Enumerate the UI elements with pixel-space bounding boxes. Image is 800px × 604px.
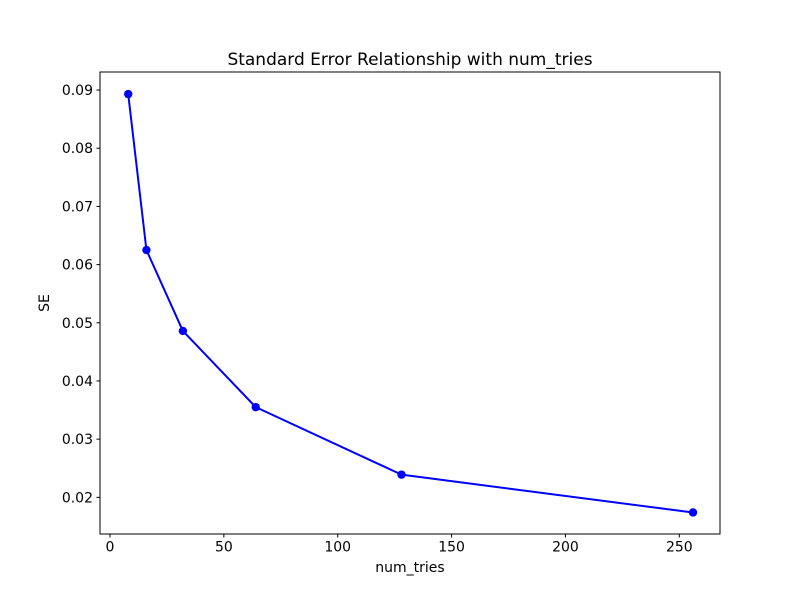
data-point-2 xyxy=(178,326,188,336)
se-line-series xyxy=(124,89,698,517)
y-axis-ticks: 0.02 0.03 0.04 0.05 0.06 0.07 0.08 0.09 xyxy=(62,83,100,506)
x-tick-label: 150 xyxy=(438,540,465,556)
x-axis-ticks: 0 50 100 150 200 250 xyxy=(106,534,693,556)
x-tick-label: 100 xyxy=(324,540,351,556)
x-axis-label: num_tries xyxy=(375,560,444,576)
y-tick-label: 0.07 xyxy=(62,199,93,215)
chart-title: Standard Error Relationship with num_tri… xyxy=(227,50,592,70)
y-tick-label: 0.03 xyxy=(62,432,93,448)
x-tick-label: 250 xyxy=(666,540,693,556)
data-point-4 xyxy=(397,470,406,479)
y-axis-label: SE xyxy=(37,294,53,312)
y-tick-label: 0.02 xyxy=(62,490,93,506)
y-tick-label: 0.09 xyxy=(62,83,93,99)
y-tick-label: 0.04 xyxy=(62,374,93,390)
y-tick-label: 0.08 xyxy=(62,141,93,157)
data-point-5 xyxy=(688,508,698,517)
axes-spines xyxy=(99,71,721,535)
series-line xyxy=(127,93,694,514)
y-tick-label: 0.06 xyxy=(62,258,93,274)
x-tick-label: 0 xyxy=(106,540,115,556)
data-point-0 xyxy=(124,89,133,99)
y-tick-label: 0.05 xyxy=(62,316,93,332)
data-point-3 xyxy=(251,402,260,412)
data-point-1 xyxy=(142,245,151,255)
x-tick-label: 200 xyxy=(552,540,579,556)
x-tick-label: 50 xyxy=(215,540,233,556)
